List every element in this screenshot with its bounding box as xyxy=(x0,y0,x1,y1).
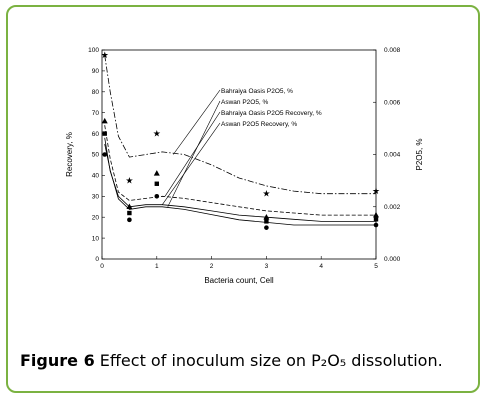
chart-axes xyxy=(101,49,377,260)
figure-caption: Figure 6 Effect of inoculum size on P₂O₅… xyxy=(20,351,443,370)
chart-ticks: 0 1 2 3 4 501020304050607080901000.0000.0020.… xyxy=(88,47,401,270)
x-tick-label: 2 xyxy=(210,263,214,270)
y2-axis-label: P2O5, % xyxy=(415,138,424,170)
y2-tick-label: 0.006 xyxy=(384,99,401,106)
figure-card xyxy=(6,5,480,393)
legend-leader-2 xyxy=(167,100,221,207)
series-line-3 xyxy=(104,125,376,216)
data-point-star: ★ xyxy=(372,186,380,196)
chart-legend: Bahraiya Oasis P2O5, % Aswan P2O5, % Bahra… xyxy=(162,88,322,207)
data-point-square xyxy=(373,217,379,222)
chart-markers: ★ ★ ★ ★ ★ xyxy=(101,50,380,230)
data-point-triangle xyxy=(153,170,160,176)
data-point-square xyxy=(154,181,159,186)
legend-label-3: Bahraiya Oasis P2O5 Recovery, % xyxy=(221,110,322,117)
legend-leader-4 xyxy=(162,122,221,205)
legend-leader-3 xyxy=(164,111,221,197)
data-point-square xyxy=(127,210,132,216)
x-tick-label: 1 xyxy=(155,263,159,270)
y-tick-label: 80 xyxy=(92,89,100,96)
y2-tick-label: 0.002 xyxy=(384,204,401,211)
data-point-circle xyxy=(154,194,160,199)
series-line-4 xyxy=(104,137,376,222)
x-axis-label: Bacteria count, Cell xyxy=(204,276,274,285)
y-tick-label: 60 xyxy=(92,131,100,138)
data-point-triangle xyxy=(263,214,270,220)
y-tick-label: 20 xyxy=(92,214,100,221)
y2-tick-label: 0.008 xyxy=(384,47,401,54)
x-tick-label: 5 xyxy=(374,263,378,270)
data-point-square xyxy=(102,131,107,136)
series-line-2 xyxy=(104,144,376,226)
data-point-circle xyxy=(373,222,379,228)
data-point-star: ★ xyxy=(153,129,161,139)
data-point-circle xyxy=(102,152,108,157)
y-tick-label: 70 xyxy=(92,110,100,117)
data-point-circle xyxy=(127,217,132,223)
legend-label-1: Bahraiya Oasis P2O5, % xyxy=(221,88,293,95)
legend-label-2: Aswan P2O5, % xyxy=(221,99,269,106)
caption-label: Figure 6 xyxy=(20,351,95,370)
data-point-star: ★ xyxy=(262,189,270,199)
data-point-star: ★ xyxy=(101,50,109,60)
y-tick-label: 40 xyxy=(92,173,100,180)
data-point-triangle xyxy=(126,203,133,210)
y-tick-label: 0 xyxy=(95,256,99,263)
plot-frame xyxy=(101,49,377,260)
y-axis-label: Recovery, % xyxy=(65,132,74,177)
y2-tick-label: 0.000 xyxy=(384,256,401,263)
y-tick-label: 10 xyxy=(92,235,100,242)
y-tick-label: 100 xyxy=(88,47,99,54)
y-tick-label: 90 xyxy=(92,68,100,75)
caption-text: Effect of inoculum size on P₂O₅ dissolut… xyxy=(99,351,443,370)
y2-tick-label: 0.004 xyxy=(384,152,401,159)
chart-curves xyxy=(104,55,376,226)
data-point-circle xyxy=(264,225,269,230)
x-tick-label: 0 xyxy=(100,263,104,270)
legend-label-4: Aswan P2O5 Recovery, % xyxy=(221,121,297,128)
data-point-triangle xyxy=(101,117,108,124)
series-line-1 xyxy=(104,55,376,195)
x-tick-label: 4 xyxy=(319,263,323,270)
y-tick-label: 50 xyxy=(92,152,100,159)
data-point-star: ★ xyxy=(125,176,133,186)
data-point-square xyxy=(264,219,269,224)
x-tick-label: 3 xyxy=(265,263,269,270)
data-point-triangle xyxy=(373,211,379,218)
legend-leader-1 xyxy=(172,89,221,155)
y-tick-label: 30 xyxy=(92,194,100,201)
